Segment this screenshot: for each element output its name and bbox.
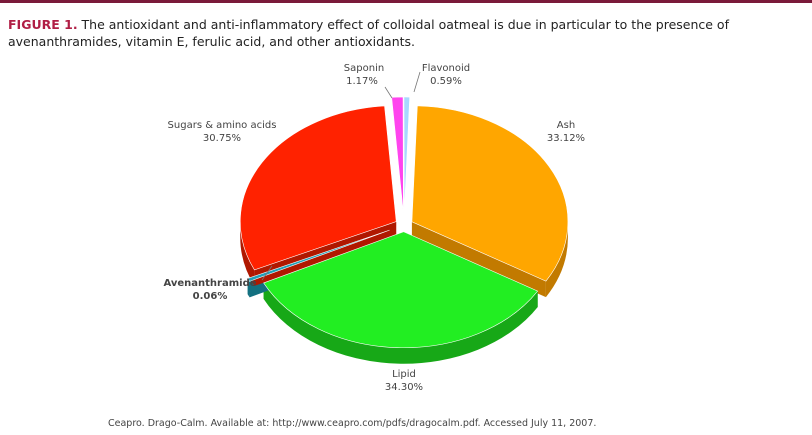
slice-side-ash xyxy=(545,221,568,298)
slice-sugars-amino-acids xyxy=(240,105,397,271)
figure-caption-text: The antioxidant and anti-inflammatory ef… xyxy=(8,17,729,49)
figure-source: Ceapro. Drago-Calm. Available at: http:/… xyxy=(108,418,597,429)
value-flavonoid: 0.59% xyxy=(430,76,462,87)
label-avenanthramide: Avenanthramide xyxy=(163,278,256,289)
value-sugars-amino-acids: 30.75% xyxy=(203,133,241,144)
label-sugars-amino-acids: Sugars & amino acids xyxy=(168,120,277,131)
slice-ash xyxy=(411,105,569,282)
leader-line-avenanthramide xyxy=(261,265,273,281)
slice-avenanthramide xyxy=(247,229,390,282)
top-rule xyxy=(0,0,812,3)
slice-wall-ash xyxy=(411,221,546,298)
label-saponin: Saponin xyxy=(344,63,384,74)
leader-line-flavonoid xyxy=(413,71,421,93)
slice-flavonoid xyxy=(403,96,411,214)
figure-label: FIGURE 1. xyxy=(8,17,78,32)
label-flavonoid: Flavonoid xyxy=(422,63,470,74)
value-ash: 33.12% xyxy=(547,133,585,144)
value-lipid: 34.30% xyxy=(385,382,423,393)
label-ash: Ash xyxy=(557,120,575,131)
pie-slices xyxy=(240,96,569,349)
value-saponin: 1.17% xyxy=(346,76,378,87)
slice-side-sugars-amino-acids xyxy=(240,221,255,286)
label-lipid: Lipid xyxy=(392,369,416,380)
slice-lipid xyxy=(263,231,539,349)
pie-labels: Ash 33.12% Lipid 34.30% Avenanthramide 0.06% S… xyxy=(163,63,585,393)
figure-caption: FIGURE 1. The antioxidant and anti-infla… xyxy=(8,16,808,50)
value-avenanthramide: 0.06% xyxy=(193,291,228,302)
leader-line-saponin xyxy=(384,86,393,99)
slice-side-lipid xyxy=(263,282,538,364)
